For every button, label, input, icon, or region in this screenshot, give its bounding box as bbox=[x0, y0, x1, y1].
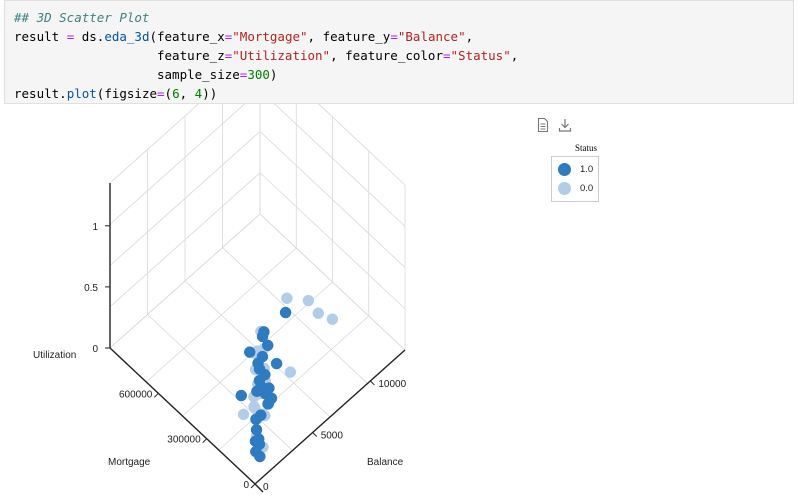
y-tick-label: 5000 bbox=[321, 430, 344, 441]
download-icon[interactable] bbox=[557, 117, 575, 135]
legend-marker bbox=[558, 182, 571, 195]
y-tick-label: 10000 bbox=[378, 379, 406, 390]
z-tick-label: 0.5 bbox=[84, 283, 98, 294]
code-line: sample_size=300) bbox=[14, 67, 278, 82]
document-icon[interactable] bbox=[535, 117, 553, 135]
code-line: ## 3D Scatter Plot bbox=[14, 10, 150, 25]
legend-marker bbox=[558, 163, 571, 176]
x-tick-label: 300000 bbox=[167, 435, 201, 446]
scatter-point bbox=[302, 294, 315, 307]
scatter-point bbox=[279, 306, 292, 319]
x-axis-label: Mortgage bbox=[108, 457, 151, 468]
grid-line bbox=[259, 131, 406, 268]
scatter-3d-plot[interactable]: 0 300000 600000 0 5000 10000 0 0.5 1 Mortgage Bala… bbox=[0, 104, 798, 497]
code-lines: ## 3D Scatter Plot result = ds.eda_3d(fea… bbox=[14, 8, 793, 103]
legend-title: Status bbox=[575, 143, 598, 153]
x-tick-label: 0 bbox=[243, 480, 249, 491]
y-axis-label: Balance bbox=[367, 457, 404, 468]
y-tick-label: 0 bbox=[263, 482, 269, 493]
grid-line bbox=[145, 247, 297, 383]
z-tick-label: 0 bbox=[92, 344, 98, 355]
x-tick bbox=[153, 392, 159, 398]
grid-line bbox=[318, 104, 406, 186]
scatter-point bbox=[270, 357, 283, 370]
legend-label: 1.0 bbox=[580, 164, 594, 175]
code-line: result.plot(figsize=(6, 4)) bbox=[14, 86, 218, 101]
grid-line bbox=[274, 104, 406, 227]
z-tick-label: 1 bbox=[92, 222, 98, 233]
scatter-point bbox=[265, 392, 278, 405]
grid-line bbox=[109, 104, 246, 225]
scatter-point bbox=[237, 408, 250, 421]
scatter-point bbox=[250, 423, 263, 436]
legend-label: 0.0 bbox=[580, 183, 594, 194]
x-tick bbox=[202, 438, 208, 444]
scatter-point bbox=[312, 307, 325, 319]
grid-line bbox=[109, 213, 261, 349]
z-axis-label: Utilization bbox=[33, 350, 76, 361]
code-line: feature_z="Utilization", feature_color="… bbox=[14, 48, 519, 63]
grid-line bbox=[222, 247, 368, 384]
scatter-point bbox=[258, 326, 270, 338]
x-tick-label: 600000 bbox=[119, 389, 153, 400]
y-tick bbox=[370, 380, 375, 386]
code-line: result = ds.eda_3d(feature_x="Mortgage",… bbox=[14, 29, 474, 44]
scatter-point bbox=[250, 445, 262, 458]
scatter-point bbox=[250, 413, 262, 426]
scatter-point bbox=[256, 350, 269, 363]
y-axis-line bbox=[254, 349, 406, 485]
scatter-point bbox=[284, 366, 297, 378]
scatter-point bbox=[235, 389, 248, 402]
scatter-point bbox=[249, 435, 262, 447]
x-tick bbox=[250, 483, 256, 489]
y-tick bbox=[254, 483, 260, 489]
code-cell[interactable]: ## 3D Scatter Plot result = ds.eda_3d(fea… bbox=[4, 0, 794, 104]
x-axis-line bbox=[109, 347, 256, 485]
y-tick bbox=[312, 432, 318, 437]
grid-line bbox=[109, 104, 200, 184]
scatter-point bbox=[243, 346, 256, 358]
scatter-point bbox=[255, 380, 267, 393]
grid-line bbox=[259, 213, 406, 351]
grid-line bbox=[109, 131, 261, 266]
scatter-point bbox=[259, 368, 271, 381]
scatter-point bbox=[281, 292, 293, 305]
scatter-point bbox=[261, 339, 274, 352]
scatter-point bbox=[326, 313, 339, 325]
legend: 1.0 0.0 bbox=[551, 156, 599, 202]
